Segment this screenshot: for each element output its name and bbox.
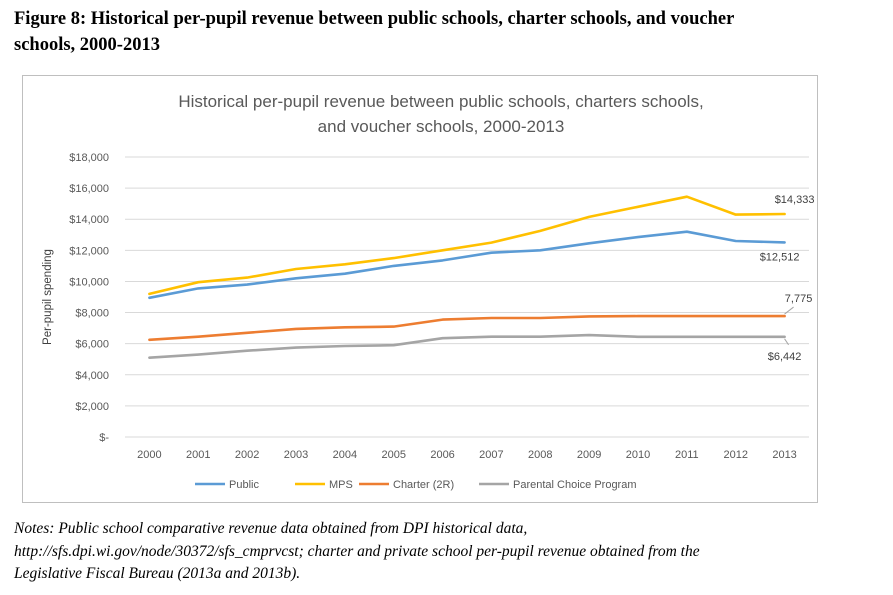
- x-tick-label: 2004: [333, 449, 357, 461]
- legend-label-charter-2r: Charter (2R): [393, 479, 454, 491]
- notes-line2: http://sfs.dpi.wi.gov/node/30372/sfs_cmp…: [14, 542, 700, 560]
- x-tick-label: 2011: [675, 449, 699, 461]
- series-line-parental-choice-program: [148, 333, 786, 360]
- data-label-leader-parental-choice: [784, 338, 789, 346]
- chart-container: Historical per-pupil revenue between pub…: [22, 75, 818, 503]
- figure-title-line2: schools, 2000-2013: [14, 35, 160, 55]
- line-chart: Historical per-pupil revenue between pub…: [42, 92, 815, 491]
- data-label-leader-charter: [784, 306, 794, 315]
- notes-line3: Legislative Fiscal Bureau (2013a and 201…: [14, 565, 301, 582]
- series-line-mps: [148, 195, 786, 296]
- x-tick-label: 2007: [479, 449, 503, 461]
- data-label-parental-choice: $6,442: [768, 351, 802, 363]
- chart-title-line1: Historical per-pupil revenue between pub…: [178, 92, 703, 111]
- x-tick-label: 2000: [137, 449, 161, 461]
- x-tick-label: 2010: [626, 449, 650, 461]
- x-tick-label: 2012: [723, 449, 747, 461]
- y-tick-label: $-: [99, 432, 109, 444]
- x-tick-label: 2008: [528, 449, 552, 461]
- figure-title: Figure 8: Historical per-pupil revenue b…: [14, 6, 884, 58]
- figure-notes: Notes: Public school comparative revenue…: [14, 518, 884, 586]
- y-tick-label: $18,000: [69, 152, 109, 164]
- legend-label-mps: MPS: [329, 479, 353, 491]
- series-line-public: [148, 230, 786, 300]
- y-tick-label: $16,000: [69, 183, 109, 195]
- data-label-charter: 7,775: [785, 293, 813, 305]
- x-tick-label: 2013: [772, 449, 796, 461]
- chart-title-line2: and voucher schools, 2000-2013: [318, 117, 565, 136]
- data-label-mps: $14,333: [775, 194, 815, 206]
- y-tick-label: $4,000: [75, 370, 109, 382]
- x-tick-label: 2003: [284, 449, 308, 461]
- y-tick-label: $14,000: [69, 214, 109, 226]
- series-line-charter-2r: [148, 314, 786, 342]
- y-tick-label: $10,000: [69, 276, 109, 288]
- x-tick-label: 2002: [235, 449, 259, 461]
- x-tick-label: 2009: [577, 449, 601, 461]
- legend-label-public: Public: [229, 479, 259, 491]
- data-label-public: $12,512: [760, 251, 800, 263]
- y-tick-label: $8,000: [75, 308, 109, 320]
- x-tick-label: 2005: [381, 449, 405, 461]
- y-axis-label: Per-pupil spending: [42, 249, 54, 345]
- notes-line1: Notes: Public school comparative revenue…: [14, 520, 528, 537]
- y-tick-label: $6,000: [75, 339, 109, 351]
- figure-title-line1: Figure 8: Historical per-pupil revenue b…: [14, 9, 735, 29]
- x-tick-label: 2006: [430, 449, 454, 461]
- y-tick-label: $12,000: [69, 245, 109, 257]
- x-tick-label: 2001: [186, 449, 210, 461]
- legend-label-parental-choice-program: Parental Choice Program: [513, 479, 637, 491]
- y-tick-label: $2,000: [75, 401, 109, 413]
